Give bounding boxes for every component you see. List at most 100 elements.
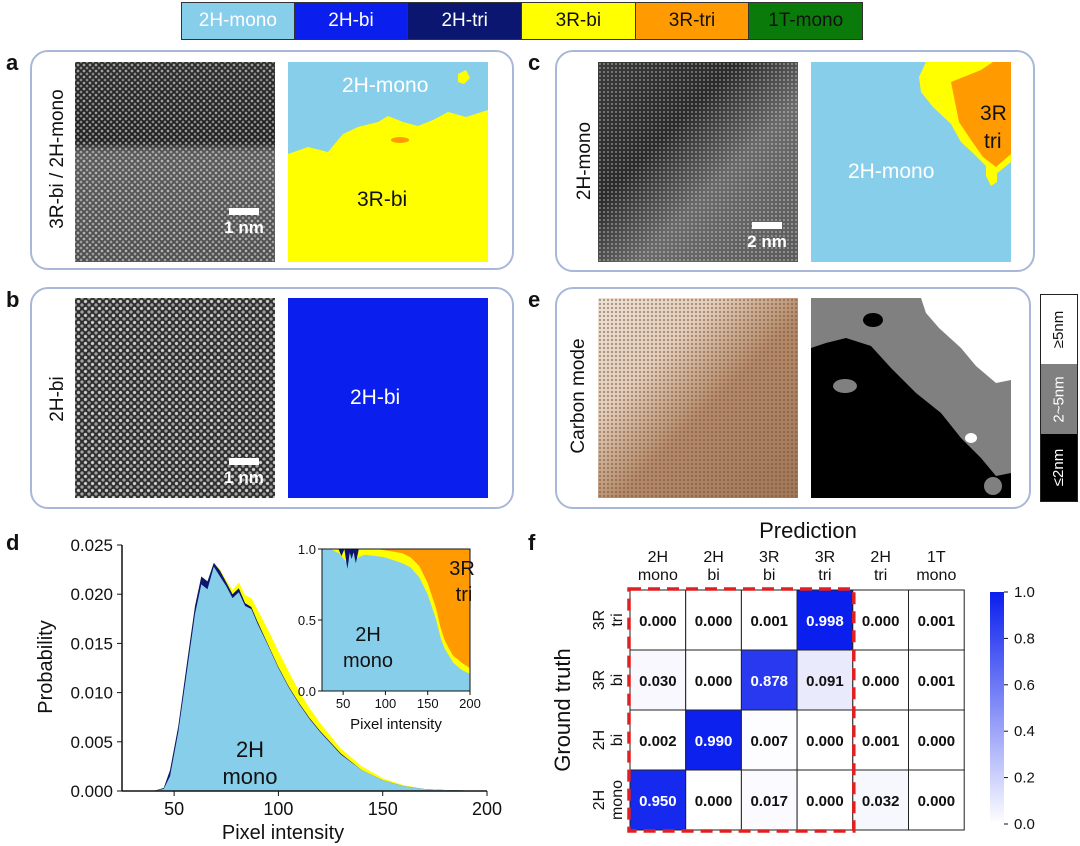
legend-3r-bi: 3R-bi xyxy=(522,3,636,39)
inset-spike-2h-tri xyxy=(338,549,345,557)
chart-d-xtick-label: 100 xyxy=(263,799,293,819)
matrix-cell-value: 0.002 xyxy=(639,733,677,750)
phase-map-a xyxy=(288,62,488,262)
matrix-row-label-line1: 3R xyxy=(591,670,608,690)
scale-bar-b: 1 nm xyxy=(217,458,271,488)
map-a-label-bottom: 3R-bi xyxy=(357,188,408,211)
matrix-cell-value: 0.000 xyxy=(806,793,844,810)
inset-spike-2h-tri xyxy=(344,549,351,569)
inset-annotation-b2: tri xyxy=(456,584,473,606)
matrix-col-label: bi xyxy=(707,567,719,584)
matrix-cell-value: 0.001 xyxy=(918,673,956,690)
scale-bar-a: 1 nm xyxy=(217,208,271,238)
matrix-col-label: 1T xyxy=(927,549,946,566)
matrix-col-label: tri xyxy=(818,567,831,584)
matrix-cell-value: 0.950 xyxy=(639,793,677,810)
matrix-row-label-line1: 2H xyxy=(591,730,608,750)
matrix-cell-value: 0.030 xyxy=(639,673,677,690)
inset-annotation-b1: 3R xyxy=(449,558,475,580)
matrix-row-label: 3R tri xyxy=(591,610,626,630)
matrix-cell xyxy=(852,709,909,771)
confusion-matrix: 0.000 0.000 0.001 0.998 0.000 0.001 0.030 0.000… xyxy=(550,518,1035,833)
inset-annotation-a2: mono xyxy=(343,650,393,672)
matrix-cell-value: 0.000 xyxy=(918,793,956,810)
matrix-cell xyxy=(685,709,742,771)
matrix-cell xyxy=(796,769,854,831)
matrix-cell-value: 0.001 xyxy=(862,733,900,750)
matrix-cell xyxy=(685,769,742,831)
phase-map-c xyxy=(811,62,1011,262)
panel-a-frame xyxy=(30,50,514,270)
matrix-highlight-box xyxy=(627,587,856,833)
matrix-cell-value: 0.998 xyxy=(806,613,844,630)
stem-image-a: 1 nm xyxy=(75,62,275,262)
matrix-cell-value: 0.032 xyxy=(862,793,900,810)
matrix-cell xyxy=(740,709,798,771)
colorbar-tick-label: 0.8 xyxy=(1014,630,1035,647)
chart-d-ytick-label: 0.005 xyxy=(70,733,113,752)
chart-d-xlabel: Pixel intensity xyxy=(222,822,344,844)
matrix-cell-value: 0.000 xyxy=(918,733,956,750)
panel-letter-f: f xyxy=(528,530,536,555)
thickness-legend: ≥5nm 2~5nm ≤2nm xyxy=(1040,294,1078,502)
matrix-cell-value: 0.001 xyxy=(750,613,788,630)
matrix-cell xyxy=(629,589,687,651)
legend-1t-mono: 1T-mono xyxy=(749,3,863,39)
matrix-col-label: 2H xyxy=(703,549,723,566)
matrix-row-label: 2H mono xyxy=(591,780,626,820)
chart-d-ytick-label: 0.020 xyxy=(70,585,113,604)
stem-image-e xyxy=(598,298,798,498)
chart-d-ytick-label: 0.000 xyxy=(70,782,113,801)
matrix-row-label-line1: 2H xyxy=(591,790,608,810)
chart-d-annotation-1: 2H xyxy=(236,737,264,762)
area-2h-mono xyxy=(122,566,487,791)
probability-chart: 50 100 150 2000.0000.0050.0100.0150.0200.02… xyxy=(35,536,502,844)
matrix-cell xyxy=(852,649,909,711)
chart-d-ytick-label: 0.010 xyxy=(70,684,113,703)
panel-e-side-label: Carbon mode xyxy=(568,338,589,454)
matrix-ylabel: Ground truth xyxy=(550,648,575,772)
chart-d-xtick-label: 50 xyxy=(164,799,184,819)
matrix-cell xyxy=(629,709,687,771)
phase-map-b xyxy=(288,298,488,498)
chart-d-xtick-label: 200 xyxy=(472,799,502,819)
legend-3r-tri: 3R-tri xyxy=(635,3,750,39)
panel-c-frame xyxy=(555,50,1035,272)
matrix-cell xyxy=(852,589,909,651)
matrix-cell xyxy=(685,649,742,711)
matrix-col-label: 3R xyxy=(759,549,779,566)
legend-2h-bi: 2H-bi xyxy=(294,3,409,39)
colorbar-tick-label: 1.0 xyxy=(1014,584,1035,601)
inset-spike-2h-tri xyxy=(352,549,359,564)
panel-letter-b: b xyxy=(6,287,20,312)
stem-image-c: 2 nm xyxy=(598,62,798,262)
panel-letter-e: e xyxy=(528,287,541,312)
matrix-row-label-line2: mono xyxy=(609,780,626,820)
inset-xtick-label: 50 xyxy=(336,696,350,711)
scale-bar-c: 2 nm xyxy=(740,222,794,252)
panel-a-side-label: 3R-bi / 2H-mono xyxy=(47,89,68,229)
matrix-col-label: tri xyxy=(874,567,887,584)
matrix-col-label: mono xyxy=(916,567,956,584)
matrix-cell-value: 0.000 xyxy=(862,613,900,630)
chart-d-annotation-2: mono xyxy=(222,764,277,789)
colorbar-tick-label: 0.4 xyxy=(1014,723,1035,740)
colorbar-tick-label: 0.2 xyxy=(1014,770,1035,787)
matrix-col-label: 2H xyxy=(648,549,668,566)
matrix-cell-value: 0.000 xyxy=(806,733,844,750)
legend-2h-tri: 2H-tri xyxy=(408,3,523,39)
matrix-cell xyxy=(908,649,965,711)
inset-annotation-a1: 2H xyxy=(355,624,381,646)
chart-d-ylabel: Probability xyxy=(35,620,57,713)
phase-color-legend: 2H-mono 2H-bi 2H-tri 3R-bi 3R-tri 1T-mon… xyxy=(181,2,863,40)
inset-xtick-label: 200 xyxy=(459,696,481,711)
matrix-col-label: 2H xyxy=(870,549,890,566)
inset-area-2h-mono xyxy=(322,549,470,691)
matrix-cell-value: 0.000 xyxy=(695,673,733,690)
colorbar xyxy=(990,592,1004,824)
matrix-cell xyxy=(852,769,909,831)
matrix-row-label-line1: 3R xyxy=(591,610,608,630)
panel-letter-a: a xyxy=(6,50,19,75)
map-c-corner-label-1: 3R xyxy=(980,102,1007,125)
matrix-cell-value: 0.000 xyxy=(695,793,733,810)
